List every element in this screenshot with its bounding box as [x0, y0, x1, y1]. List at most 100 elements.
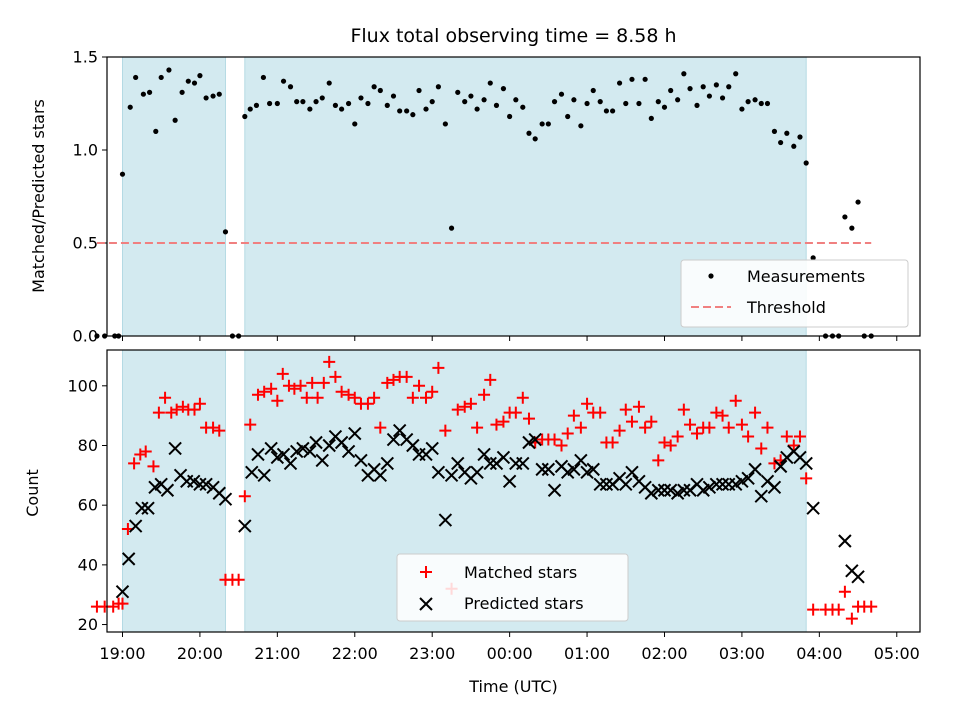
chart-title: Flux total observing time = 8.58 h: [350, 25, 676, 47]
predicted-star-point: [451, 456, 465, 471]
x-tick-label: 03:00: [719, 644, 765, 663]
matched-star-point: [625, 415, 638, 428]
predicted-star-point: [392, 423, 407, 438]
matched-star-point: [139, 445, 152, 458]
measurement-point: [345, 100, 352, 107]
measurement-point: [94, 333, 100, 339]
measurement-point: [179, 89, 185, 95]
count-y-axis-label: Count: [23, 469, 42, 517]
count-y-tick-label: 40: [78, 555, 98, 574]
measurement-point: [119, 171, 126, 177]
measurement-point: [216, 91, 222, 97]
matched-star-point: [165, 406, 178, 419]
legend-matched-marker: [420, 566, 432, 578]
predicted-star-point: [477, 447, 491, 462]
predicted-star-point: [748, 462, 762, 477]
predicted-star-point: [431, 465, 446, 480]
x-tick-label: 21:00: [254, 644, 300, 663]
matched-star-point: [232, 573, 245, 586]
matched-star-point: [188, 403, 201, 416]
matched-star-point: [658, 436, 671, 449]
predicted-star-point: [741, 471, 755, 486]
matched-star-point: [619, 403, 632, 416]
measurement-point: [404, 108, 410, 114]
predicted-star-point: [128, 519, 143, 533]
matched-star-point: [710, 406, 723, 419]
measurement-point: [133, 74, 139, 81]
matched-star-point: [300, 391, 313, 404]
measurement-point: [597, 99, 603, 105]
predicted-star-point: [322, 438, 336, 453]
ratio-legend-box: [680, 259, 909, 328]
count-legend-box: [396, 553, 629, 622]
measurement-point: [222, 229, 229, 235]
predicted-star-point: [715, 477, 730, 491]
matched-star-point: [645, 415, 658, 428]
measurement-point: [253, 102, 260, 108]
measurement-point: [172, 117, 178, 123]
predicted-star-point: [380, 456, 394, 471]
predicted-star-point: [115, 585, 130, 599]
predicted-star-point: [218, 492, 233, 506]
matched-star-point: [761, 421, 774, 434]
predicted-star-point: [586, 462, 600, 477]
matched-star-point: [516, 391, 529, 404]
matched-stars-points: [90, 355, 878, 625]
matched-star-point: [561, 427, 574, 440]
ratio-y-tick-label: 0.5: [73, 234, 98, 253]
predicted-star-point: [303, 444, 317, 459]
legend-threshold-label: Threshold: [746, 298, 826, 317]
predicted-star-point: [334, 435, 349, 450]
matched-star-point: [323, 355, 336, 368]
matched-star-point: [574, 421, 587, 434]
ratio-plot-frame: [106, 56, 921, 337]
predicted-star-point: [709, 477, 724, 491]
matched-star-point: [484, 373, 497, 386]
predicted-star-point: [373, 468, 388, 483]
measurement-point: [726, 84, 732, 90]
matched-star-point: [845, 612, 858, 625]
x-tick-label: 02:00: [641, 644, 687, 663]
matched-star-point: [348, 391, 361, 404]
predicted-star-point: [773, 459, 788, 474]
measurement-point: [733, 71, 739, 77]
matched-star-point: [652, 454, 665, 467]
measurement-point: [616, 80, 623, 86]
measurement-point: [339, 106, 345, 112]
measurement-point: [764, 100, 771, 107]
matched-star-point: [294, 379, 307, 392]
predicted-star-point: [851, 570, 865, 584]
measurement-point: [655, 99, 661, 105]
measurement-point: [675, 97, 681, 103]
legend-matched-label: Matched stars: [464, 563, 577, 582]
measurement-point: [803, 160, 809, 166]
matched-star-point: [128, 457, 141, 470]
predicted-star-point: [193, 477, 207, 491]
x-tick-label: 04:00: [796, 644, 842, 663]
predicted-star-point: [444, 468, 459, 483]
predicted-star-point: [547, 483, 562, 497]
matched-star-point: [159, 391, 172, 404]
matched-star-point: [800, 472, 813, 485]
ratio-y-tick-label: 1.5: [73, 48, 98, 67]
measurement-point: [571, 97, 577, 103]
matched-star-point: [426, 385, 439, 398]
matched-star-point: [207, 421, 220, 434]
predicted-star-point: [502, 474, 517, 489]
matched-star-point: [329, 370, 342, 383]
predicted-star-point: [354, 453, 368, 468]
predicted-star-point: [799, 456, 813, 471]
measurement-point: [590, 87, 596, 94]
matched-star-point: [420, 391, 433, 404]
measurement-point: [532, 136, 538, 142]
matched-star-point: [176, 400, 189, 413]
matched-star-point: [439, 424, 452, 437]
legend-measurements-marker: [708, 273, 714, 279]
measurement-points: [94, 67, 874, 339]
matched-star-point: [567, 409, 580, 422]
matched-star-point: [387, 373, 400, 386]
count-y-tick-label: 60: [78, 496, 98, 515]
measurement-point: [513, 97, 519, 103]
matched-star-point: [632, 400, 645, 413]
matched-star-point: [451, 403, 464, 416]
